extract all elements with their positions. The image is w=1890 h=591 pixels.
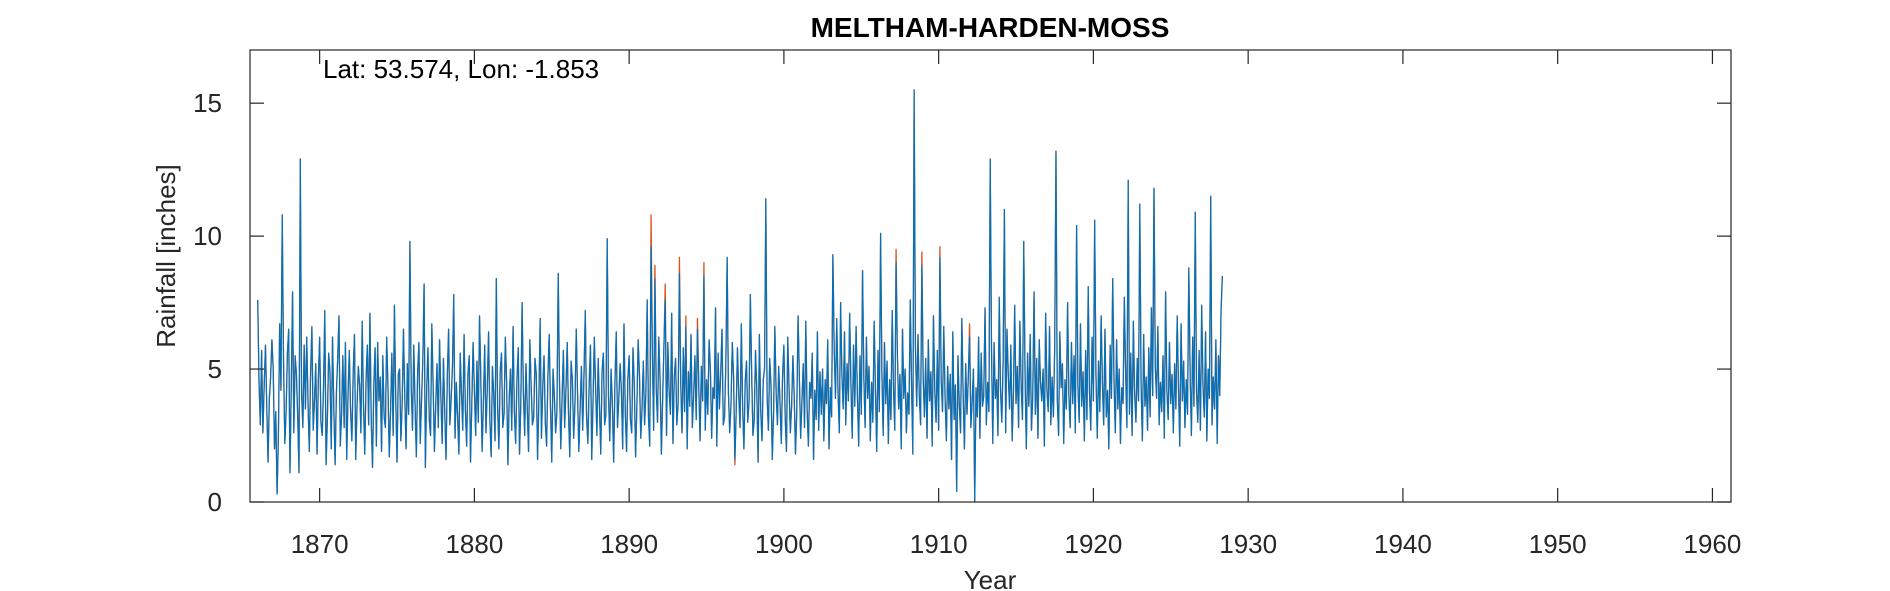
y-tick-label-5: 5 [208,354,222,384]
x-tick-label-1870: 1870 [291,529,349,559]
location-annotation: Lat: 53.574, Lon: -1.853 [323,54,599,84]
x-tick-label-1940: 1940 [1374,529,1432,559]
x-tick-label-1920: 1920 [1064,529,1122,559]
plot-frame [249,49,1732,503]
series-line-2 [257,89,1223,503]
x-tick-label-1900: 1900 [755,529,813,559]
y-axis: 0 5 10 15 [193,88,1731,517]
x-axis: 1870 1880 1890 1900 1910 1920 1930 1940 1950 1960 [291,50,1742,559]
series-layer [257,89,1223,503]
x-tick-label-1950: 1950 [1529,529,1587,559]
y-tick-label-0: 0 [208,487,222,517]
y-tick-label-10: 10 [193,221,222,251]
y-tick-label-15: 15 [193,88,222,118]
x-tick-label-1880: 1880 [445,529,503,559]
x-tick-label-1910: 1910 [910,529,968,559]
chart-title: MELTHAM-HARDEN-MOSS [811,12,1170,43]
x-tick-label-1960: 1960 [1684,529,1742,559]
x-axis-label: Year [964,565,1017,591]
x-tick-label-1890: 1890 [600,529,658,559]
x-tick-label-1930: 1930 [1219,529,1277,559]
y-axis-label: Rainfall [inches] [151,164,181,348]
